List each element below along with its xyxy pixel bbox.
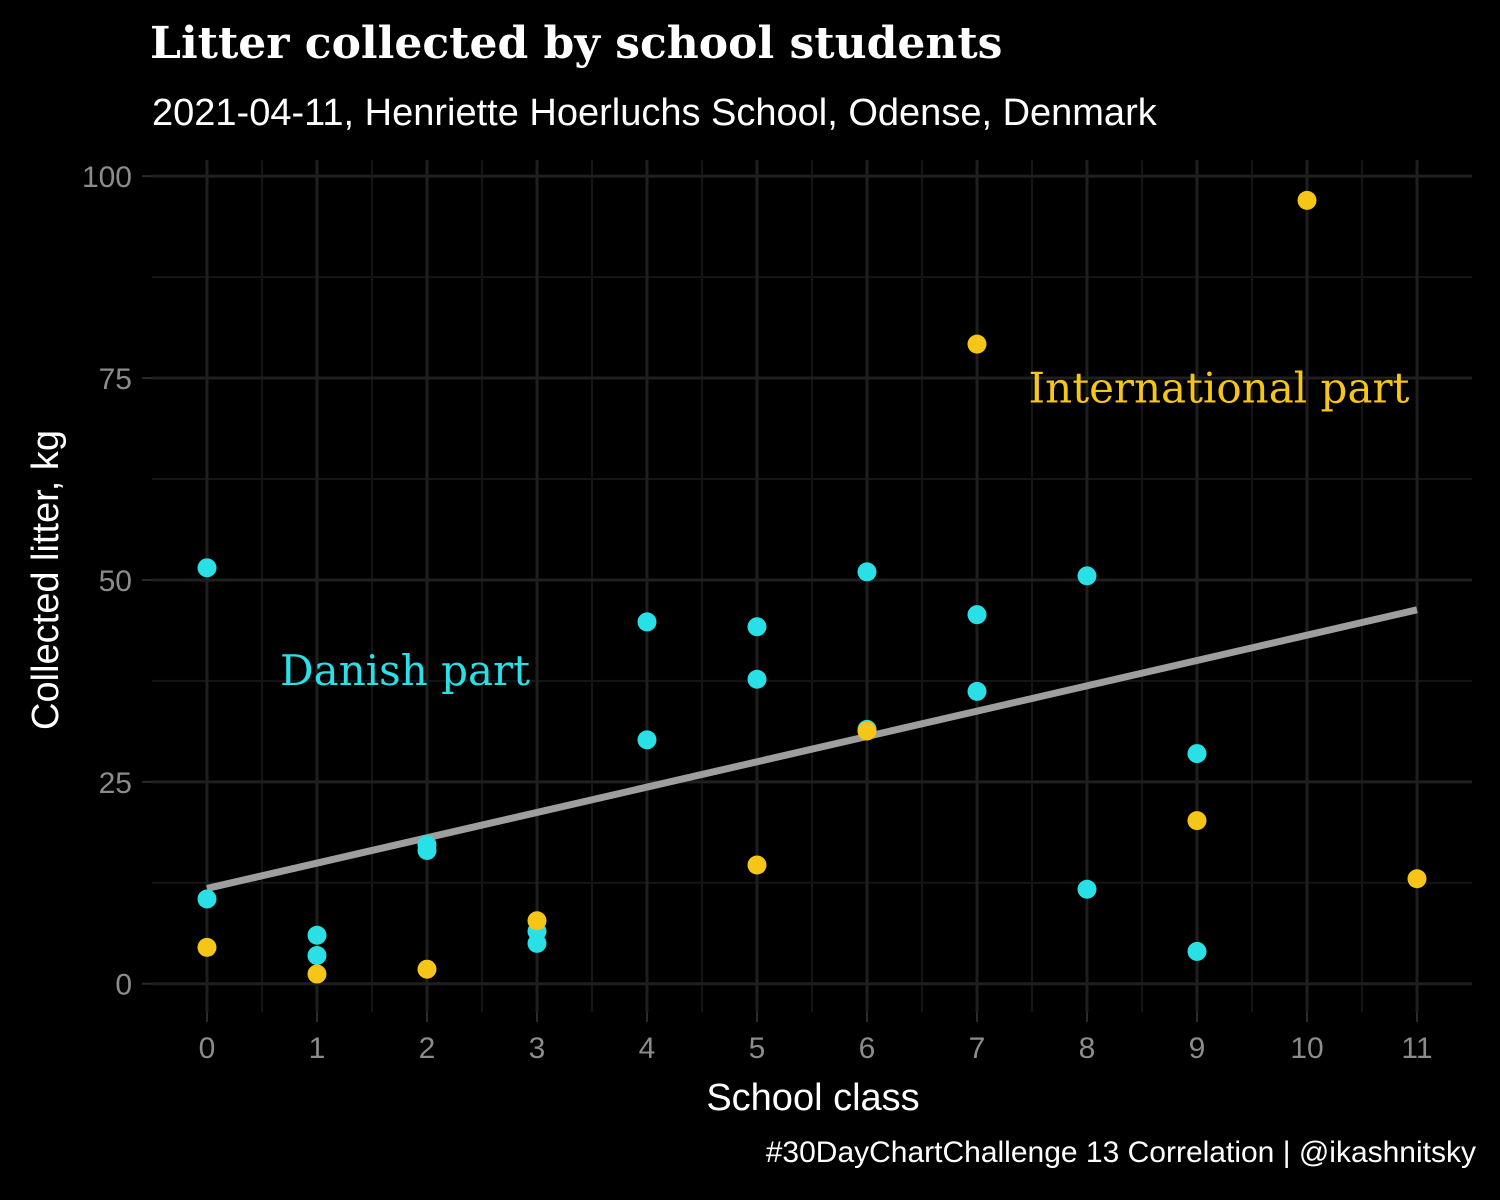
- point-danish: [1187, 744, 1207, 764]
- point-danish: [197, 889, 217, 909]
- x-tick-label: 4: [639, 1032, 656, 1065]
- grid-major: [152, 160, 1472, 1012]
- point-danish: [967, 605, 987, 625]
- point-danish: [637, 612, 657, 632]
- y-tick-label: 0: [115, 969, 132, 1002]
- point-international: [197, 937, 217, 957]
- point-danish: [1077, 879, 1097, 899]
- x-axis-label: School class: [706, 1077, 919, 1119]
- x-tick-label: 3: [529, 1032, 546, 1065]
- x-tick-label: 11: [1401, 1032, 1432, 1065]
- point-danish: [1187, 941, 1207, 961]
- x-tick-label: 8: [1079, 1032, 1096, 1065]
- point-danish: [197, 558, 217, 578]
- x-tick-label: 6: [859, 1032, 876, 1065]
- point-international: [967, 334, 987, 354]
- series-label-danish: Danish part: [280, 646, 530, 695]
- points-group: [197, 190, 1427, 984]
- y-tick-label: 25: [99, 767, 132, 800]
- point-international: [1297, 190, 1317, 210]
- x-tick-label: 9: [1189, 1032, 1206, 1065]
- grid-minor: [152, 160, 1472, 1012]
- point-international: [857, 721, 877, 741]
- point-danish: [1077, 566, 1097, 586]
- x-tick-label: 1: [309, 1032, 326, 1065]
- y-tick-label: 100: [82, 161, 132, 194]
- point-international: [527, 911, 547, 931]
- x-tick-label: 10: [1290, 1032, 1323, 1065]
- x-tick-label: 2: [419, 1032, 436, 1065]
- point-international: [307, 964, 327, 984]
- trend-line-group: [206, 606, 1418, 892]
- x-tick-label: 7: [969, 1032, 986, 1065]
- x-axis-ticks: 0 1 2 3 4 5 6 7 8 9 10 11: [199, 1012, 1433, 1065]
- point-danish: [747, 669, 767, 689]
- point-danish: [307, 945, 327, 965]
- y-tick-label: 50: [99, 565, 132, 598]
- y-axis-label: Collected litter, kg: [25, 430, 67, 730]
- trend-line: [206, 606, 1418, 892]
- x-tick-label: 5: [749, 1032, 766, 1065]
- point-danish: [747, 617, 767, 637]
- point-danish: [307, 925, 327, 945]
- point-danish: [527, 933, 547, 953]
- point-international: [417, 959, 437, 979]
- point-danish: [637, 730, 657, 750]
- point-international: [1187, 811, 1207, 831]
- y-tick-label: 75: [99, 363, 132, 396]
- series-labels: Danish part International part: [280, 363, 1410, 695]
- chart-subtitle: 2021-04-11, Henriette Hoerluchs School, …: [152, 92, 1157, 134]
- point-danish: [967, 681, 987, 701]
- x-tick-label: 0: [199, 1032, 216, 1065]
- series-label-international: International part: [1029, 363, 1410, 412]
- point-international: [747, 855, 767, 875]
- chart-caption: #30DayChartChallenge 13 Correlation | @i…: [765, 1136, 1476, 1169]
- chart-title: Litter collected by school students: [150, 18, 1003, 69]
- y-axis-ticks: 0 25 50 75 100: [82, 161, 152, 1002]
- point-international: [1407, 869, 1427, 889]
- point-danish: [857, 562, 877, 582]
- point-danish: [417, 840, 437, 860]
